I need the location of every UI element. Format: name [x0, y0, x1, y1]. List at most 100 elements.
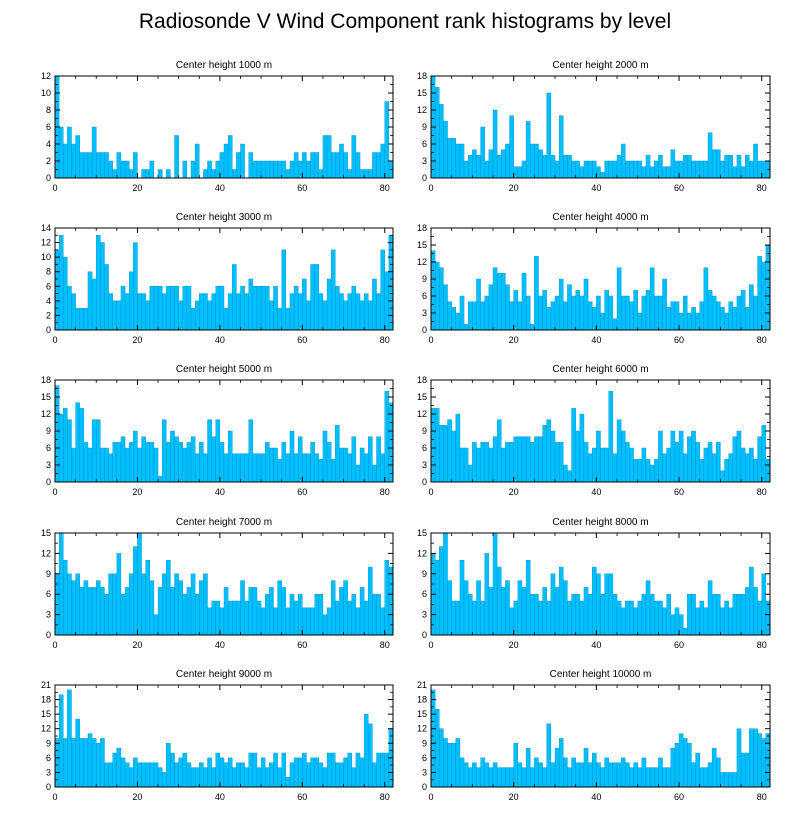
panel-10-bar — [434, 709, 440, 788]
panel-2-bar — [707, 132, 713, 179]
panel-2-xtick-label: 60 — [674, 183, 684, 193]
panel-3-bar — [137, 293, 142, 331]
panel-10-ytick-label: 9 — [422, 738, 427, 748]
panel-10-bar — [732, 772, 738, 788]
panel-6-bar — [434, 408, 440, 483]
panel-8-bar — [612, 594, 618, 636]
panel-9-bar — [343, 757, 348, 788]
panel-8-xtick-label: 80 — [757, 640, 767, 650]
panel-2-bar — [674, 160, 680, 179]
panel-7-bar — [170, 587, 175, 636]
panel-8-xtick-label: 40 — [591, 640, 601, 650]
panel-10-bar — [530, 767, 535, 788]
panel-2-bar — [542, 155, 547, 179]
panel-7-bar — [260, 607, 266, 636]
panel-4-ytick-label: 18 — [417, 223, 427, 233]
panel-10-bar — [592, 752, 597, 788]
panel-1-bar — [248, 152, 254, 179]
panel-4-bar — [654, 295, 659, 331]
panel-3-bar — [252, 286, 258, 331]
panel-10-bar — [707, 762, 713, 788]
panel-4-bar — [530, 324, 535, 331]
panel-9-bar — [306, 762, 311, 788]
panel-4-bar — [496, 273, 502, 331]
panel-9-bar — [203, 767, 208, 788]
panel-6-bar — [620, 430, 626, 483]
panel-1-bar — [124, 160, 130, 179]
panel-3-bar — [116, 300, 122, 331]
panel-7-bar — [322, 614, 328, 636]
panel-1-bar — [384, 101, 390, 179]
panel-3-ytick-label: 10 — [41, 252, 51, 262]
panel-3-bar — [145, 300, 151, 331]
panel-2-bar — [468, 155, 473, 179]
panel-3-bar — [194, 300, 200, 331]
panel-2-bar — [439, 104, 444, 179]
panel-5-bar — [326, 442, 332, 483]
panel-8-bar — [521, 587, 527, 636]
panel-10-bar — [604, 757, 609, 788]
panel-5-bar — [351, 436, 357, 483]
panel-3-bar — [91, 278, 97, 331]
panel-1-bar — [330, 152, 336, 179]
panel-3-bar — [273, 286, 278, 331]
panel-8-bar — [484, 553, 490, 636]
panel-6-bar — [744, 453, 750, 483]
panel-3-bar — [322, 300, 328, 331]
panel-5-bar — [71, 447, 76, 483]
panel-3-bar — [351, 286, 357, 331]
panel-6-xtick-label: 20 — [509, 487, 519, 497]
panel-7-bar — [100, 587, 105, 636]
panel-1-bar — [265, 160, 270, 179]
panel-5-bar — [124, 447, 130, 483]
panel-9-bar — [211, 767, 216, 788]
panel-4-bar — [612, 318, 618, 331]
panel-2-bar — [625, 160, 630, 179]
panel-6-bar — [707, 442, 713, 483]
panel-5-bar — [194, 453, 200, 483]
panel-10-bar — [447, 743, 452, 788]
panel-3-bar — [232, 264, 237, 331]
panel-10-ytick-label: 0 — [422, 782, 427, 792]
panel-7-bar — [128, 573, 134, 636]
panel-8-bar — [716, 594, 721, 636]
panel-1-bar — [380, 143, 385, 179]
panel-3-bar — [182, 286, 188, 331]
panel-6-bar — [716, 442, 721, 483]
panel-7-bar — [335, 600, 340, 636]
panel-5-bar — [240, 453, 245, 483]
panel-10-xtick-label: 60 — [674, 792, 684, 802]
panel-7-bar — [302, 607, 307, 636]
panel-9-bar — [207, 757, 212, 788]
panel-9-bar — [359, 757, 365, 788]
panel-6-bar — [757, 436, 762, 483]
panel-5-bar — [297, 436, 303, 483]
panel-4-bar — [687, 312, 692, 331]
panel-4-bar — [616, 267, 622, 331]
panel-7-bar — [297, 594, 303, 636]
panel-1-bar — [207, 160, 212, 179]
panel-8-bar — [447, 580, 452, 636]
panel-8-bar — [695, 607, 700, 636]
panel-9-bar — [240, 762, 245, 788]
panel-9-xtick-label: 0 — [52, 792, 57, 802]
panel-4-bar — [517, 301, 523, 331]
panel-5-bar — [83, 442, 89, 483]
panel-5-bar — [269, 447, 274, 483]
panel-6-ytick-label: 6 — [422, 443, 427, 453]
panel-6-bar — [641, 447, 647, 483]
panel-4-bar — [662, 278, 667, 331]
panel-7-bar — [359, 587, 365, 636]
panel-7-bar — [339, 587, 344, 636]
panel-2-bar — [711, 149, 717, 179]
panel-3-bar — [244, 293, 249, 331]
panel-5-bar — [359, 447, 365, 483]
panel-6-bar — [753, 459, 758, 483]
panel-5-bar — [260, 453, 266, 483]
panel-9-bar — [289, 762, 295, 788]
panel-8-bar — [542, 587, 547, 636]
panel-2-bar — [641, 166, 647, 179]
panel-10-bar — [451, 743, 457, 788]
panel-6-bar — [604, 447, 609, 483]
panel-4-bar — [451, 307, 457, 331]
